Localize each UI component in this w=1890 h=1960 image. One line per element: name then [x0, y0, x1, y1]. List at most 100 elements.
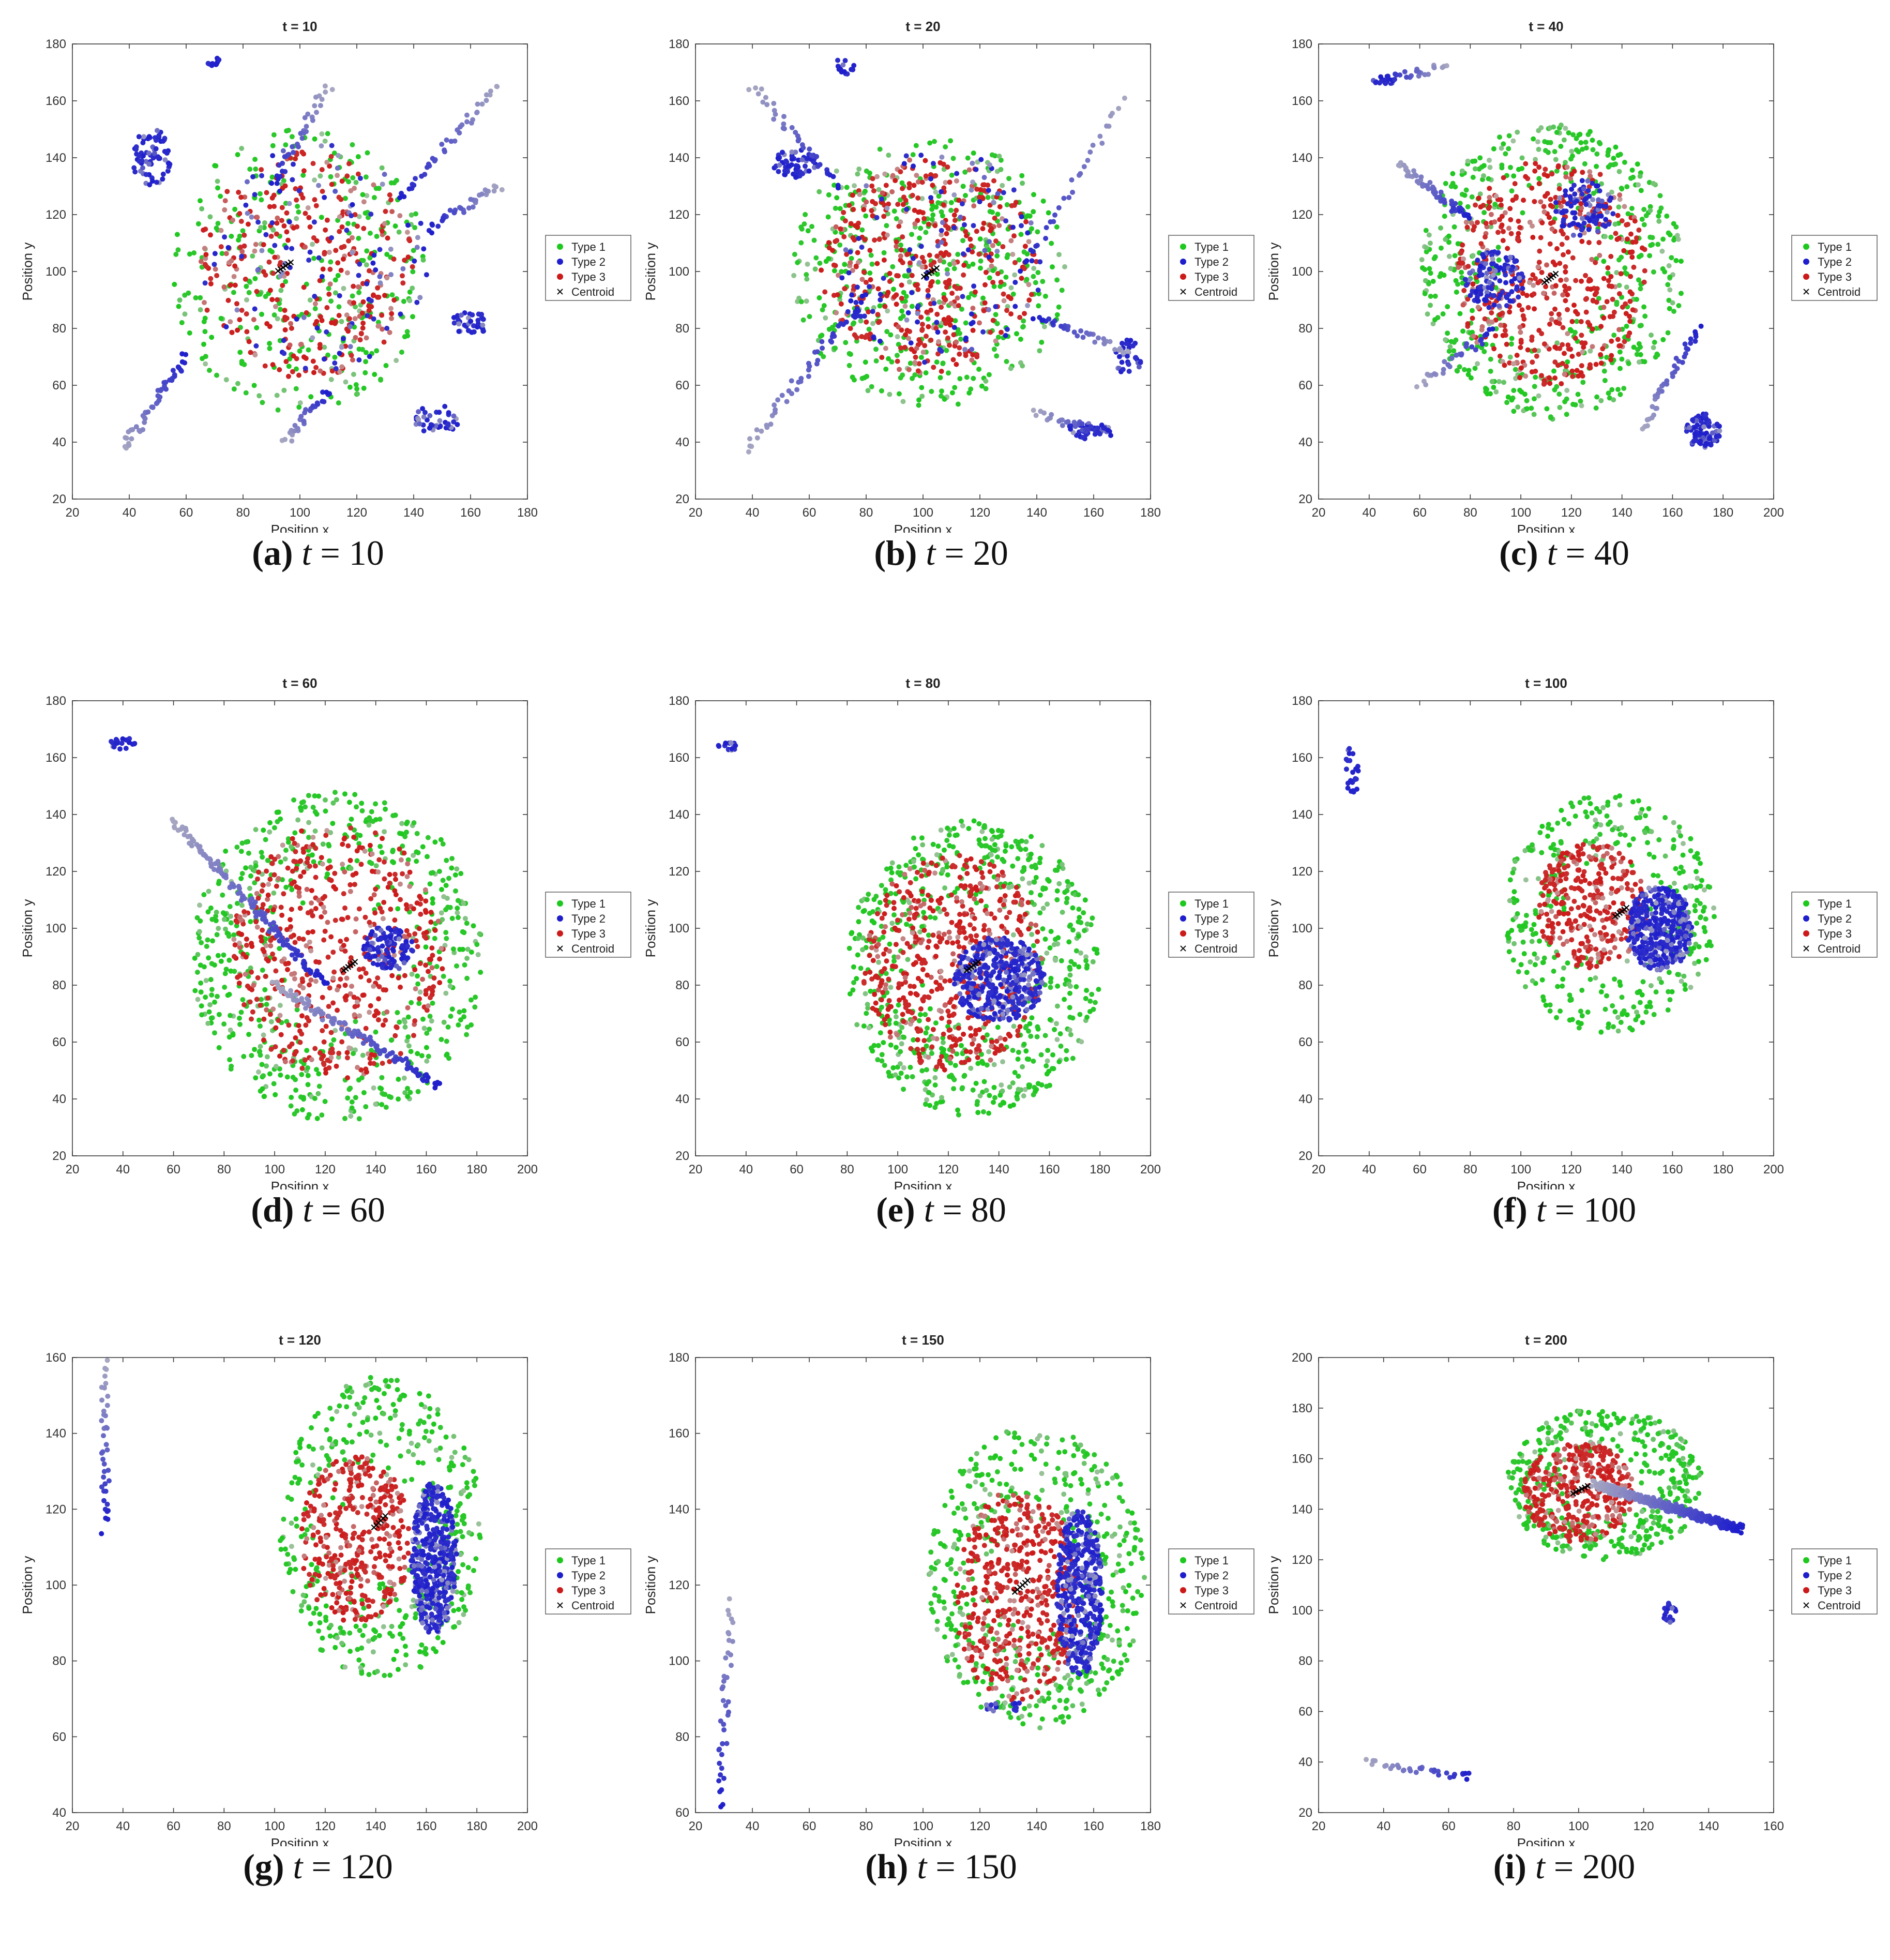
- point-type3: [1563, 174, 1568, 179]
- trail-point: [142, 420, 147, 425]
- trail-point: [1490, 326, 1495, 331]
- point-type2: [909, 340, 914, 345]
- point-type3: [1559, 229, 1564, 234]
- point-type3: [388, 198, 394, 203]
- point-type1: [291, 1075, 296, 1080]
- point-type3: [880, 190, 885, 195]
- trail-point: [282, 154, 288, 159]
- point-type3: [344, 173, 350, 178]
- point-type1: [1651, 345, 1656, 350]
- point-type1: [461, 930, 466, 935]
- point-type1: [360, 1053, 366, 1058]
- point-type3: [861, 207, 866, 212]
- point-type1: [938, 375, 943, 380]
- trail-point: [1085, 158, 1091, 163]
- point-type1: [259, 197, 264, 202]
- point-type1: [215, 994, 220, 999]
- point-type1: [360, 192, 366, 197]
- point-type1: [267, 1072, 273, 1077]
- point-type1: [1499, 162, 1504, 168]
- point-type3: [834, 238, 839, 243]
- point-type1: [205, 938, 210, 943]
- point-type3: [1562, 283, 1567, 289]
- point-type1: [1638, 352, 1643, 357]
- point-type2: [400, 266, 405, 272]
- point-type3: [1559, 381, 1564, 386]
- trail-point: [298, 131, 303, 136]
- point-type3: [364, 335, 369, 340]
- point-type3: [908, 261, 913, 266]
- point-type1: [364, 248, 369, 253]
- point-type1: [1676, 303, 1682, 308]
- point-type1: [206, 889, 211, 894]
- trail-point: [282, 437, 288, 442]
- trail-point: [1048, 219, 1053, 224]
- trail-point: [1650, 404, 1655, 409]
- trail-point: [815, 349, 820, 354]
- point-type3: [267, 260, 272, 265]
- point-type3: [299, 1066, 305, 1071]
- point-type3: [1520, 307, 1525, 312]
- point-type1: [250, 253, 255, 259]
- point-type1: [1639, 188, 1644, 193]
- point-type1: [1669, 255, 1674, 260]
- point-type2: [1574, 199, 1579, 204]
- point-type3: [1501, 238, 1506, 243]
- point-type3: [266, 893, 271, 898]
- point-type2: [277, 189, 282, 194]
- point-type1: [1481, 173, 1486, 178]
- point-type1: [198, 307, 203, 312]
- point-type2: [329, 143, 335, 148]
- point-type1: [384, 1105, 389, 1110]
- point-type1: [946, 370, 951, 375]
- point-type2: [1586, 188, 1591, 193]
- point-type1: [917, 235, 922, 240]
- point-type3: [234, 301, 239, 306]
- point-type1: [1608, 235, 1613, 240]
- point-type2: [414, 300, 419, 305]
- point-type1: [919, 355, 924, 360]
- point-type2: [1595, 183, 1600, 188]
- point-type1: [332, 790, 338, 795]
- point-type3: [352, 882, 357, 887]
- trail-point: [163, 387, 169, 392]
- point-type1: [450, 1006, 455, 1012]
- trail-point: [320, 97, 325, 102]
- point-type3: [938, 258, 943, 263]
- x-tick-label: 140: [403, 506, 424, 520]
- trail-point: [771, 117, 776, 122]
- point-type2: [939, 349, 944, 354]
- point-type1: [1651, 181, 1656, 186]
- point-type2: [995, 191, 1001, 197]
- trail-point: [1645, 423, 1650, 428]
- point-type2: [1605, 209, 1610, 215]
- point-type2: [851, 63, 856, 68]
- point-type3: [966, 168, 972, 173]
- point-type1: [377, 844, 383, 849]
- point-type3: [350, 235, 355, 240]
- point-type3: [251, 317, 256, 322]
- point-type2: [287, 219, 292, 224]
- point-type3: [311, 161, 316, 166]
- point-type2: [1553, 200, 1559, 205]
- point-type3: [1552, 359, 1558, 365]
- point-type2: [969, 188, 974, 193]
- point-type3: [284, 210, 290, 216]
- point-type1: [444, 858, 449, 863]
- trail-point: [134, 424, 139, 429]
- point-type3: [1569, 172, 1575, 177]
- point-type1: [315, 1116, 320, 1121]
- point-type1: [296, 209, 301, 215]
- point-type1: [364, 350, 369, 355]
- point-type3: [1471, 334, 1476, 339]
- point-type2: [1491, 303, 1496, 308]
- trail-point: [1034, 413, 1039, 418]
- point-type3: [304, 356, 309, 361]
- point-type2: [1581, 186, 1586, 191]
- trail-point: [474, 110, 479, 115]
- point-type1: [373, 801, 378, 806]
- point-type1: [898, 243, 903, 248]
- point-type3: [339, 245, 344, 250]
- point-type2: [786, 164, 791, 169]
- point-type1: [1031, 192, 1036, 197]
